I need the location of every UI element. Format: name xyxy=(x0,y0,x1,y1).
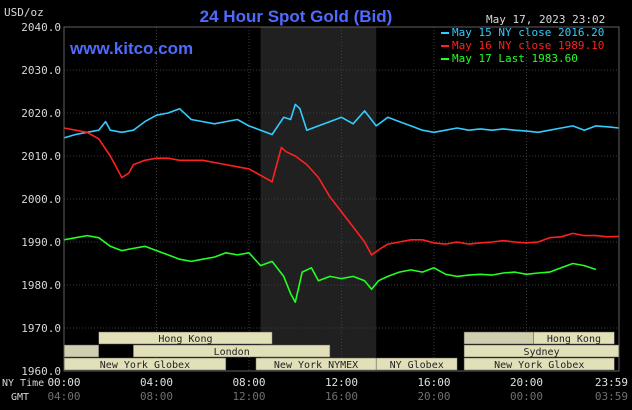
session-label: Sydney xyxy=(523,347,559,358)
y-tick-label: 1990.0 xyxy=(21,236,61,249)
shaded-session-region xyxy=(260,27,377,371)
session-label: Hong Kong xyxy=(158,334,212,345)
x-tick-label-gmt: 12:00 xyxy=(232,390,265,403)
x-tick-label-gmt: 20:00 xyxy=(417,390,450,403)
series-lines xyxy=(63,103,620,304)
session-bar-filler xyxy=(463,331,534,345)
x-tick-label-ny: 23:59 xyxy=(595,376,628,389)
legend-entry: May 17 Last 1983.60 xyxy=(452,52,578,65)
session-bar-filler xyxy=(63,344,99,358)
x-tick-label-ny: 16:00 xyxy=(417,376,450,389)
y-tick-label: 2020.0 xyxy=(21,107,61,120)
y-axis: 2040.0 2030.0 2020.0 2010.0 2000.0 1990.0 1980… xyxy=(21,21,61,378)
session-label: Hong Kong xyxy=(547,334,601,345)
y-tick-label: 1960.0 xyxy=(21,365,61,378)
session-label: London xyxy=(214,347,250,358)
x-tick-label-gmt: 08:00 xyxy=(140,390,173,403)
x-tick-label-ny: 08:00 xyxy=(232,376,265,389)
x-axis: 00:00 04:00 08:00 12:00 16:00 20:00 23:5904:00… xyxy=(47,376,628,403)
legend-entry: May 15 NY close 2016.20 xyxy=(452,26,604,39)
session-bar xyxy=(533,331,615,345)
session-bar xyxy=(463,357,615,371)
y-tick-label: 2030.0 xyxy=(21,64,61,77)
shaded-region xyxy=(260,27,377,371)
y-axis-unit: USD/oz xyxy=(4,6,44,19)
session-bar xyxy=(133,344,331,358)
x-tick-label-gmt: 16:00 xyxy=(325,390,358,403)
timestamp: May 17, 2023 23:02 xyxy=(486,13,605,26)
ny-time-label: NY Time xyxy=(2,378,44,389)
legend-entry: May 16 NY close 1989.10 xyxy=(452,39,604,52)
session-label: New York NYMEX xyxy=(274,360,358,371)
plot-frame xyxy=(63,26,620,372)
session-label: New York Globex xyxy=(100,360,190,371)
y-tick-label: 2010.0 xyxy=(21,150,61,163)
x-tick-label-gmt: 03:59 xyxy=(595,390,628,403)
x-tick-label-gmt: 00:00 xyxy=(510,390,543,403)
chart-title: 24 Hour Spot Gold (Bid) xyxy=(200,7,393,26)
x-tick-label-ny: 00:00 xyxy=(47,376,80,389)
watermark-url: www.kitco.com xyxy=(69,39,193,58)
series-line xyxy=(63,127,620,256)
y-tick-label: 1980.0 xyxy=(21,279,61,292)
x-tick-label-gmt: 04:00 xyxy=(47,390,80,403)
series-line xyxy=(63,234,597,304)
series-line xyxy=(63,103,620,139)
session-bar xyxy=(98,331,273,345)
session-label: New York Globex xyxy=(494,360,584,371)
y-tick-label: 2040.0 xyxy=(21,21,61,34)
session-label: NY Globex xyxy=(390,360,444,371)
session-bar xyxy=(375,357,458,371)
gmt-label: GMT xyxy=(11,392,29,403)
x-tick-label-ny: 20:00 xyxy=(510,376,543,389)
y-tick-label: 2000.0 xyxy=(21,193,61,206)
y-tick-label: 1970.0 xyxy=(21,322,61,335)
x-tick-label-ny: 12:00 xyxy=(325,376,358,389)
x-tick-label-ny: 04:00 xyxy=(140,376,173,389)
